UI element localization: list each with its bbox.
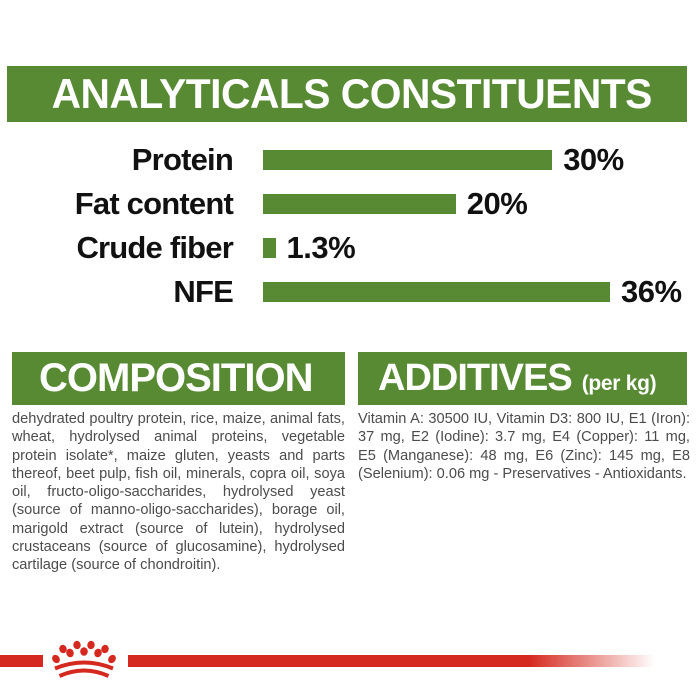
chart-row: NFE 36% (30, 270, 695, 314)
composition-text: dehydrated poultry protein, rice, maize,… (12, 411, 345, 574)
additives-header: ADDITIVES (per kg) (358, 352, 687, 405)
chart-category-label: NFE (173, 274, 233, 309)
composition-title: COMPOSITION (39, 356, 313, 400)
royal-canin-crown-logo (52, 640, 116, 678)
chart-value-label: 1.3% (286, 230, 356, 265)
footer-stripe-right (128, 655, 655, 667)
additives-title: ADDITIVES (378, 357, 573, 399)
chart-bar (263, 238, 276, 258)
chart-row: Fat content 20% (30, 182, 695, 226)
analyticals-title: ANALYTICALS CONSTITUENTS (51, 70, 653, 117)
chart-bar (263, 150, 553, 170)
analyticals-header-bar: ANALYTICALS CONSTITUENTS (7, 66, 687, 122)
additives-per-kg-label: (per kg) (581, 372, 657, 395)
chart-bar (263, 282, 610, 302)
chart-value-label: 20% (466, 186, 528, 221)
chart-category-label: Crude fiber (76, 230, 233, 265)
chart-value-label: 30% (563, 142, 624, 177)
chart-bar (263, 194, 456, 214)
composition-header: COMPOSITION (12, 352, 345, 405)
chart-category-label: Fat content (74, 186, 234, 221)
footer-stripe-left (0, 655, 43, 667)
additives-text: Vitamin A: 30500 IU, Vitamin D3: 800 IU,… (358, 411, 690, 482)
chart-category-label: Protein (131, 142, 234, 177)
chart-value-label: 36% (621, 274, 682, 309)
chart-row: Protein 30% (30, 138, 695, 182)
chart-row: Crude fiber 1.3% (30, 226, 695, 270)
constituents-chart: Protein 30% Fat content 20% Crude fiber 1.3% N… (30, 138, 695, 314)
